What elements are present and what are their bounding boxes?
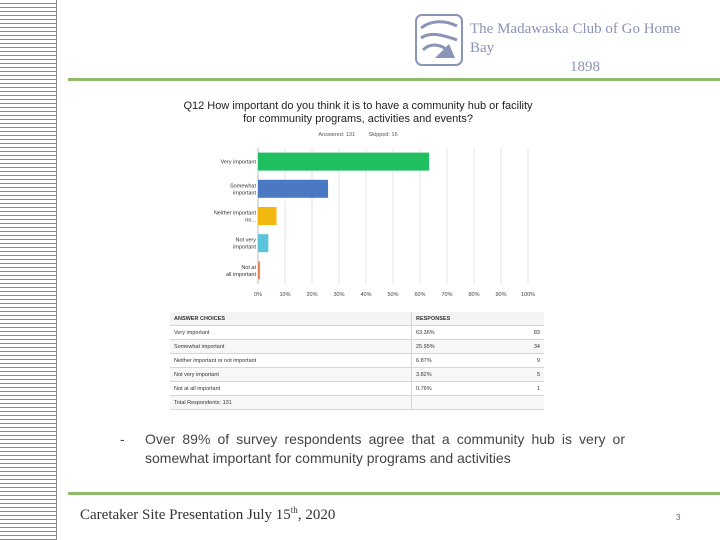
x-tick-label: 0% [254,292,262,298]
table-row: Somewhat important 25.95% 34 [170,339,544,354]
org-name: The Madawaska Club of Go Home Bay [470,21,681,56]
footer-title-main: Caretaker Site Presentation July 15 [80,507,291,523]
row-choice: Not very important [170,367,412,382]
row-count: 1 [516,381,544,396]
answered-count: Answered: 131 [318,132,356,138]
x-tick-label: 50% [387,292,398,298]
bar [258,152,430,171]
row-percent: 63.36% [411,325,516,340]
category-label: Not very important [233,238,256,251]
bullet-marker: - [120,431,125,447]
organization-name: The Madawaska Club of Go Home Bay 1898 [470,20,700,77]
bar [258,207,277,225]
summary-bullet: Over 89% of survey respondents agree tha… [145,431,625,466]
x-tick-label: 30% [333,292,344,298]
category-label: Not at all important [226,265,256,278]
category-label: Somewhat important [230,183,256,196]
x-tick-label: 60% [414,292,425,298]
total-empty-count [516,395,544,410]
x-tick-label: 40% [360,292,371,298]
x-tick-label: 100% [521,292,535,298]
x-tick-label: 70% [441,292,452,298]
row-choice: Very important [170,325,412,340]
x-tick-label: 10% [279,292,290,298]
table-row: Not very important 3.82% 5 [170,367,544,382]
header-answer-choices: ANSWER CHOICES [170,312,412,326]
question-line-1: Q12 How important do you think it is to … [183,100,533,112]
footer-title-sup: th [290,505,298,515]
category-label: Neither important no... [214,211,257,224]
row-count: 5 [516,367,544,382]
total-respondents: Total Respondents: 131 [170,395,412,410]
top-divider [68,78,720,81]
row-count: 34 [516,339,544,354]
footer-title: Caretaker Site Presentation July 15th, 2… [80,505,335,524]
responses-table: ANSWER CHOICES RESPONSES Very important … [170,312,544,410]
x-tick-label: 20% [306,292,317,298]
row-percent: 25.95% [411,339,516,354]
skipped-count: Skipped: 16 [368,132,398,138]
bottom-divider [68,492,720,495]
bar [258,179,329,198]
left-stripe-decoration [0,0,57,540]
table-row: Very important 63.36% 83 [170,325,544,340]
table-row: Neither important or not important 6.87%… [170,353,544,368]
row-percent: 0.76% [411,381,516,396]
bar [258,261,261,280]
table-header-row: ANSWER CHOICES RESPONSES [170,312,544,326]
row-choice: Somewhat important [170,339,412,354]
row-percent: 6.87% [411,353,516,368]
bar [258,234,269,253]
footer-title-end: , 2020 [297,507,336,523]
table-row: Not at all important 0.76% 1 [170,381,544,396]
row-count: 83 [516,325,544,340]
row-choice: Not at all important [170,381,412,396]
x-tick-label: 80% [468,292,479,298]
bar-chart: 0% 10% 20% 30% 40% 50% 60% 70% 80% 90% 100% Very im… [214,148,535,298]
total-empty-cell [411,395,516,410]
page-number: 3 [676,513,681,522]
org-year: 1898 [570,59,600,75]
row-count: 9 [516,353,544,368]
row-percent: 3.82% [411,367,516,382]
club-logo-icon [415,14,463,66]
category-label: Very important [221,160,257,166]
question-line-2: for community programs, activities and e… [243,113,473,125]
survey-question: Q12 How important do you think it is to … [168,100,548,126]
header-responses: RESPONSES [411,312,544,326]
survey-meta: Answered: 131 Skipped: 16 [168,132,548,138]
x-tick-label: 90% [495,292,506,298]
row-choice: Neither important or not important [170,353,412,368]
table-total-row: Total Respondents: 131 [170,395,544,410]
